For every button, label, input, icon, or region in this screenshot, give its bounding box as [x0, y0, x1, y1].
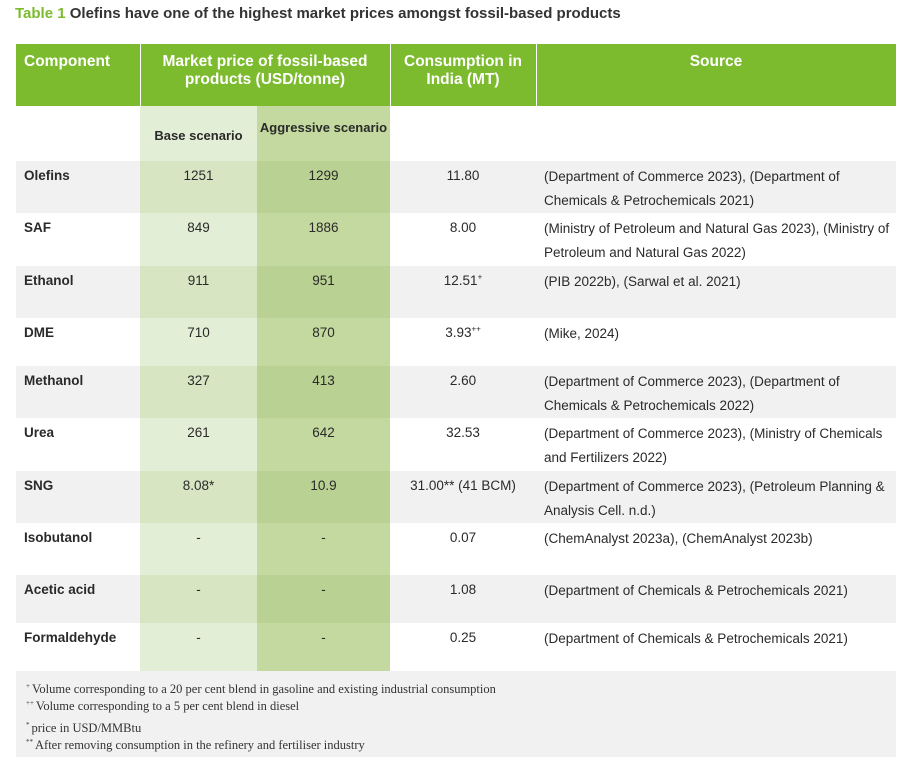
consumption-mark: +: [477, 272, 483, 282]
cell-source: (PIB 2022b), (Sarwal et al. 2021): [544, 274, 741, 289]
cell-source: (Ministry of Petroleum and Natural Gas 2…: [544, 221, 890, 260]
footnote-mark: +: [26, 681, 30, 690]
consumption-value: 1.08: [449, 582, 477, 597]
footnote: + Volume corresponding to a 20 per cent b…: [26, 681, 896, 698]
header-market-price: Market price of fossil-based products (U…: [162, 53, 368, 88]
cell-aggressive: -: [257, 623, 390, 671]
table-subheader-row: Base scenario Aggressive scenario: [16, 106, 896, 161]
consumption-mark: ++: [471, 324, 481, 334]
cell-aggressive: 413: [257, 366, 390, 418]
consumption-value: 3.93: [445, 325, 472, 340]
consumption-value: 2.60: [449, 373, 477, 388]
footnote-text: After removing consumption in the refine…: [35, 738, 365, 752]
cell-component: Ethanol: [24, 273, 74, 288]
cell-base: -: [140, 623, 257, 671]
table-row: Formaldehyde - - 0.25 (Department of Che…: [16, 623, 896, 671]
header-divider: [536, 44, 537, 106]
table-row: Urea 261 642 32.53 (Department of Commer…: [16, 418, 896, 471]
cell-base: 849: [140, 213, 257, 266]
table-footnotes: + Volume corresponding to a 20 per cent b…: [16, 671, 896, 757]
header-divider: [140, 44, 141, 106]
cell-source: (Department of Commerce 2023), (Departme…: [544, 169, 840, 208]
footnote-text: price in USD/MMBtu: [31, 721, 142, 735]
table-number: Table 1: [15, 5, 66, 22]
cell-source: (Department of Commerce 2023), (Departme…: [544, 374, 840, 413]
cell-consumption: 11.80: [390, 161, 536, 183]
header-component: Component: [24, 53, 111, 70]
footnote: * price in USD/MMBtu: [26, 720, 896, 737]
cell-consumption: 8.00: [390, 213, 536, 235]
consumption-value: 32.53: [446, 425, 480, 440]
cell-base: 1251: [140, 161, 257, 213]
consumption-value: 8.00: [449, 220, 477, 235]
cell-aggressive: 1886: [257, 213, 390, 266]
consumption-value: 12.51: [443, 273, 478, 288]
footnote-mark: **: [26, 737, 33, 746]
cell-consumption: 12.51+: [390, 266, 536, 288]
cell-component: Isobutanol: [24, 530, 93, 545]
cell-base: 710: [140, 318, 257, 366]
cell-base: 327: [140, 366, 257, 418]
header-source: Source: [689, 53, 743, 70]
cell-aggressive: -: [257, 523, 390, 575]
footnote-text: Volume corresponding to a 20 per cent bl…: [31, 682, 496, 696]
cell-consumption: 31.00** (41 BCM): [390, 471, 536, 493]
cell-component: SNG: [24, 478, 54, 493]
table-title: Table 1 Olefins have one of the highest …: [15, 5, 621, 22]
cell-base: -: [140, 523, 257, 575]
footnote-text: Volume corresponding to a 5 per cent ble…: [35, 699, 300, 713]
header-consumption: Consumption in India (MT): [404, 53, 522, 88]
table-row: DME 710 870 3.93++ (Mike, 2024): [16, 318, 896, 366]
footnote-mark: ++: [26, 698, 34, 707]
cell-component: DME: [24, 325, 54, 340]
consumption-value: 11.80: [446, 168, 480, 183]
subheader-aggressive-scenario: Aggressive scenario: [257, 106, 390, 161]
cell-component: Acetic acid: [24, 582, 96, 597]
cell-aggressive: 642: [257, 418, 390, 471]
consumption-value: 0.07: [449, 530, 477, 545]
table-row: Acetic acid - - 1.08 (Department of Chem…: [16, 575, 896, 623]
cell-consumption: 1.08: [390, 575, 536, 597]
cell-base: 8.08*: [140, 471, 257, 523]
cell-aggressive: 10.9: [257, 471, 390, 523]
table-row: Ethanol 911 951 12.51+ (PIB 2022b), (Sar…: [16, 266, 896, 318]
cell-aggressive: -: [257, 575, 390, 623]
cell-consumption: 2.60: [390, 366, 536, 388]
table-row: Olefins 1251 1299 11.80 (Department of C…: [16, 161, 896, 213]
cell-source: (Department of Commerce 2023), (Petroleu…: [544, 479, 885, 518]
cell-component: SAF: [24, 220, 51, 235]
table-caption: Olefins have one of the highest market p…: [69, 5, 621, 22]
cell-aggressive: 951: [257, 266, 390, 318]
cell-component: Olefins: [24, 168, 70, 183]
table-row: SAF 849 1886 8.00 (Ministry of Petroleum…: [16, 213, 896, 266]
cell-component: Methanol: [24, 373, 84, 388]
footnote: ** After removing consumption in the refi…: [26, 737, 896, 754]
cell-source: (Department of Commerce 2023), (Ministry…: [544, 426, 883, 465]
table-row: Isobutanol - - 0.07 (ChemAnalyst 2023a),…: [16, 523, 896, 575]
cell-base: 911: [140, 266, 257, 318]
cell-source: (Department of Chemicals & Petrochemical…: [544, 583, 848, 598]
cell-aggressive: 1299: [257, 161, 390, 213]
cell-source: (Mike, 2024): [544, 326, 620, 341]
cell-source: (Department of Chemicals & Petrochemical…: [544, 631, 848, 646]
cell-source: (ChemAnalyst 2023a), (ChemAnalyst 2023b): [544, 531, 813, 546]
footnote-mark: *: [26, 720, 30, 729]
subheader-base-scenario: Base scenario: [140, 106, 257, 161]
cell-aggressive: 870: [257, 318, 390, 366]
table-row: Methanol 327 413 2.60 (Department of Com…: [16, 366, 896, 418]
consumption-value: 0.25: [449, 630, 477, 645]
cell-base: 261: [140, 418, 257, 471]
cell-consumption: 0.07: [390, 523, 536, 545]
footnote: ++ Volume corresponding to a 5 per cent b…: [26, 698, 896, 715]
cell-consumption: 3.93++: [390, 318, 536, 340]
cell-consumption: 0.25: [390, 623, 536, 645]
consumption-value: 31.00** (41 BCM): [410, 478, 516, 493]
cell-component: Formaldehyde: [24, 630, 117, 645]
cell-base: -: [140, 575, 257, 623]
table-row: SNG 8.08* 10.9 31.00** (41 BCM) (Departm…: [16, 471, 896, 523]
cell-component: Urea: [24, 425, 55, 440]
cell-consumption: 32.53: [390, 418, 536, 440]
header-divider: [390, 44, 391, 106]
table-header-row: Component Market price of fossil-based p…: [16, 44, 896, 106]
